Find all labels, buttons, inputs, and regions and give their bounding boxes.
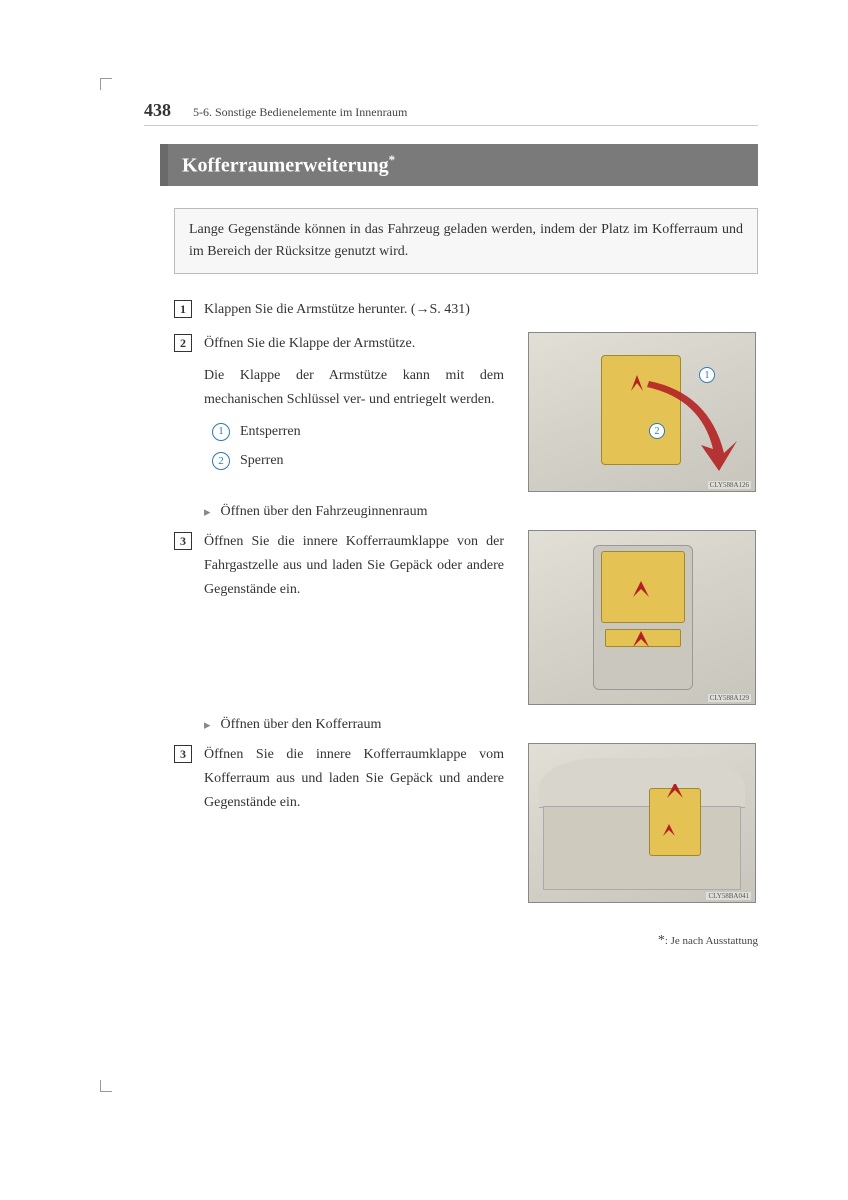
circled-number-icon: 2 <box>212 452 230 470</box>
step-text: Öffnen Sie die innere Kofferraumklappe v… <box>204 530 514 601</box>
step-number-box: 2 <box>174 334 192 352</box>
step-2: 2 Öffnen Sie die Klappe der Armstütze. D… <box>174 332 514 481</box>
illustration-2: CLY588A129 <box>528 530 756 705</box>
crop-mark <box>100 1080 112 1092</box>
section-title: Kofferraumerweiterung* <box>160 144 758 186</box>
bullet-text: Öffnen über den Kofferraum <box>221 717 382 733</box>
illustration-1: 1 2 CLY588A126 <box>528 332 756 492</box>
illustration-caption: CLY588A129 <box>708 694 751 702</box>
footnote-asterisk: * <box>658 933 665 948</box>
bullet-text: Öffnen über den Fahrzeuginnenraum <box>221 504 428 520</box>
step-number-box: 3 <box>174 745 192 763</box>
step-text: Öffnen Sie die innere Kofferraumklappe v… <box>204 743 514 814</box>
sub-item-lock: 2 Sperren <box>212 449 504 473</box>
arrow-red-icon <box>629 581 669 661</box>
illustration-caption: CLY588A126 <box>708 481 751 489</box>
step-text: Klappen Sie die Armstütze herunter. (→S.… <box>204 298 758 322</box>
step-1: 1 Klappen Sie die Armstütze herunter. (→… <box>174 298 758 322</box>
sub-item-label: Entsperren <box>240 420 301 444</box>
footnote-text: : Je nach Ausstattung <box>665 935 758 947</box>
footnote: *: Je nach Ausstattung <box>120 933 758 949</box>
illustration-3: CLY58BA041 <box>528 743 756 903</box>
section-label: 5-6. Sonstige Bedienelemente im Innenrau… <box>193 105 407 120</box>
step-note: Die Klappe der Armstütze kann mit dem me… <box>204 364 504 412</box>
step-3a-row: 3 Öffnen Sie die innere Kofferraumklappe… <box>174 530 758 705</box>
circled-number-icon: 1 <box>212 423 230 441</box>
step-3a: 3 Öffnen Sie die innere Kofferraumklappe… <box>174 530 514 601</box>
sub-item-label: Sperren <box>240 449 284 473</box>
page-number: 438 <box>144 100 171 121</box>
arrow-red-icon <box>661 784 701 854</box>
step-number-box: 1 <box>174 300 192 318</box>
title-asterisk: * <box>389 152 396 167</box>
sub-heading-trunk: Öffnen über den Kofferraum <box>204 717 758 733</box>
illustration-caption: CLY58BA041 <box>706 892 751 900</box>
step-3b-row: 3 Öffnen Sie die innere Kofferraumklappe… <box>174 743 758 903</box>
step-2-row: 2 Öffnen Sie die Klappe der Armstütze. D… <box>174 332 758 492</box>
page-content: 438 5-6. Sonstige Bedienelemente im Inne… <box>0 0 848 989</box>
page-header: 438 5-6. Sonstige Bedienelemente im Inne… <box>144 100 758 126</box>
step-3b: 3 Öffnen Sie die innere Kofferraumklappe… <box>174 743 514 814</box>
step-number-box: 3 <box>174 532 192 550</box>
steps-container: 1 Klappen Sie die Armstütze herunter. (→… <box>174 298 758 903</box>
sub-item-unlock: 1 Entsperren <box>212 420 504 444</box>
sub-list: 1 Entsperren 2 Sperren <box>212 420 504 474</box>
arrow-red-icon <box>629 363 749 473</box>
intro-box: Lange Gegenstände können in das Fahrzeug… <box>174 208 758 275</box>
title-text: Kofferraumerweiterung <box>182 155 389 177</box>
sub-heading-interior: Öffnen über den Fahrzeuginnenraum <box>204 504 758 520</box>
step-text: Öffnen Sie die Klappe der Armstütze. <box>204 332 504 356</box>
